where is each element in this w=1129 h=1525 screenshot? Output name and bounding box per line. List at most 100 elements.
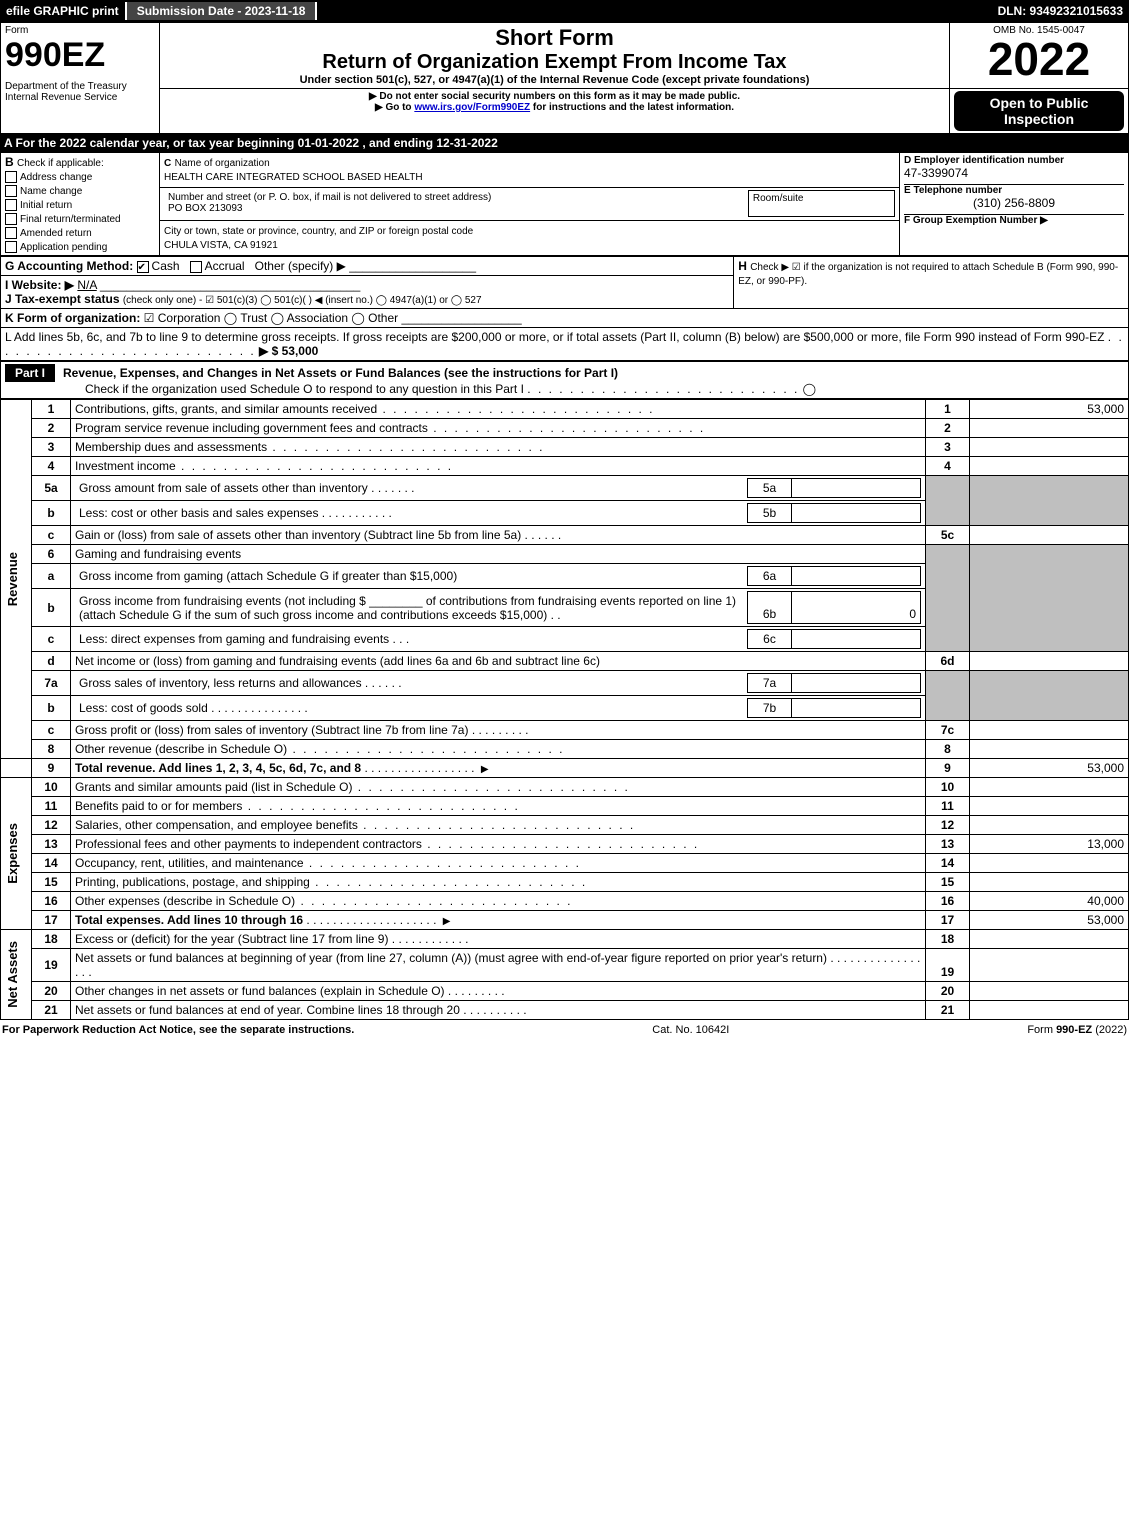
line-21-desc: Net assets or fund balances at end of ye…	[75, 1003, 460, 1017]
section-a-row: A For the 2022 calendar year, or tax yea…	[0, 134, 1129, 152]
line-14-rn: 14	[926, 854, 970, 873]
open-to-public: Open to Public Inspection	[954, 91, 1124, 131]
line-16-desc: Other expenses (describe in Schedule O)	[75, 894, 295, 908]
line-6d-val	[970, 652, 1129, 671]
line-16-rn: 16	[926, 892, 970, 911]
line-17-desc: Total expenses. Add lines 10 through 16	[75, 913, 303, 927]
initial-return-checkbox[interactable]	[5, 199, 17, 211]
efile-label: efile GRAPHIC print	[0, 2, 127, 20]
line-21-val	[970, 1001, 1129, 1020]
line-10-val	[970, 778, 1129, 797]
line-15-desc: Printing, publications, postage, and shi…	[75, 875, 310, 889]
line-14-val	[970, 854, 1129, 873]
telephone-value: (310) 256-8809	[904, 196, 1124, 210]
line-7a-subval	[792, 674, 921, 693]
line-9-desc: Total revenue. Add lines 1, 2, 3, 4, 5c,…	[75, 761, 361, 775]
section-h-label: H	[738, 259, 747, 273]
line-6c-desc: Less: direct expenses from gaming and fu…	[79, 632, 389, 646]
street-label: Number and street (or P. O. box, if mail…	[168, 192, 491, 203]
line-16-val: 40,000	[970, 892, 1129, 911]
line-6b-subn: 6b	[748, 592, 792, 624]
header-table: Form 990EZ Department of the Treasury In…	[0, 22, 1129, 134]
tax-year: 2022	[954, 36, 1124, 82]
line-18-desc: Excess or (deficit) for the year (Subtra…	[75, 932, 388, 946]
line-7a-num: 7a	[32, 671, 71, 696]
line-6c-subval	[792, 630, 921, 649]
line-6a-num: a	[32, 564, 71, 589]
section-j-text: (check only one) - ☑ 501(c)(3) ◯ 501(c)(…	[123, 295, 482, 306]
line-5c-val	[970, 526, 1129, 545]
line-19-val	[970, 949, 1129, 982]
line-6-num: 6	[32, 545, 71, 564]
line-20-desc: Other changes in net assets or fund bala…	[75, 984, 445, 998]
line-5a-num: 5a	[32, 476, 71, 501]
website-value: N/A	[77, 278, 96, 292]
line-7b-subval	[792, 699, 921, 718]
line-2-val	[970, 419, 1129, 438]
line-20-num: 20	[32, 982, 71, 1001]
dept-label: Department of the Treasury Internal Reve…	[5, 81, 155, 103]
city-label: City or town, state or province, country…	[164, 226, 473, 237]
line-6b-subval: 0	[792, 592, 921, 624]
netassets-section-label: Net Assets	[5, 937, 20, 1012]
section-c-label: C	[164, 158, 171, 169]
revenue-section-label: Revenue	[5, 548, 20, 610]
room-suite-label: Room/suite	[748, 190, 894, 216]
line-3-rn: 3	[926, 438, 970, 457]
section-l-amount: ▶ $ 53,000	[259, 344, 318, 358]
line-17-val: 53,000	[970, 911, 1129, 930]
line-1-val: 53,000	[970, 400, 1129, 419]
line-19-desc: Net assets or fund balances at beginning…	[75, 951, 827, 965]
form-number: 990EZ	[5, 36, 155, 75]
top-bar: efile GRAPHIC print Submission Date - 20…	[0, 0, 1129, 22]
line-16-num: 16	[32, 892, 71, 911]
line-13-num: 13	[32, 835, 71, 854]
part1-check-value: ◯	[803, 382, 816, 396]
line-5a-desc: Gross amount from sale of assets other t…	[79, 481, 368, 495]
application-pending-checkbox[interactable]	[5, 241, 17, 253]
line-9-num: 9	[32, 759, 71, 778]
section-f-label: F Group Exemption Number ▶	[904, 214, 1124, 226]
short-form-title: Short Form	[164, 25, 945, 51]
line-15-val	[970, 873, 1129, 892]
line-11-desc: Benefits paid to or for members	[75, 799, 242, 813]
name-change-checkbox[interactable]	[5, 185, 17, 197]
amended-return-checkbox[interactable]	[5, 227, 17, 239]
name-change-label: Name change	[20, 186, 82, 197]
part1-check-text: Check if the organization used Schedule …	[85, 382, 524, 396]
line-5c-num: c	[32, 526, 71, 545]
line-17-rn: 17	[926, 911, 970, 930]
line-4-num: 4	[32, 457, 71, 476]
address-change-label: Address change	[20, 172, 92, 183]
footer-right: Form 990-EZ (2022)	[1027, 1024, 1127, 1036]
org-name-label: Name of organization	[175, 158, 270, 169]
line-8-val	[970, 740, 1129, 759]
line-7c-desc: Gross profit or (loss) from sales of inv…	[75, 723, 468, 737]
expenses-section-label: Expenses	[5, 819, 20, 888]
address-change-checkbox[interactable]	[5, 171, 17, 183]
line-13-rn: 13	[926, 835, 970, 854]
goto-prefix: ▶ Go to	[375, 102, 414, 113]
line-4-rn: 4	[926, 457, 970, 476]
cash-label: Cash	[152, 259, 180, 273]
irs-link[interactable]: www.irs.gov/Form990EZ	[414, 102, 530, 113]
line-17-num: 17	[32, 911, 71, 930]
line-7b-subn: 7b	[748, 699, 792, 718]
line-8-num: 8	[32, 740, 71, 759]
line-5b-subval	[792, 504, 921, 523]
section-i-label: I Website: ▶	[5, 278, 74, 292]
do-not-enter: ▶ Do not enter social security numbers o…	[164, 91, 945, 102]
line-10-num: 10	[32, 778, 71, 797]
line-5c-desc: Gain or (loss) from sale of assets other…	[75, 528, 521, 542]
line-6d-rn: 6d	[926, 652, 970, 671]
final-return-checkbox[interactable]	[5, 213, 17, 225]
city-value: CHULA VISTA, CA 91921	[164, 240, 278, 251]
cash-checkbox[interactable]	[137, 261, 149, 273]
footer-mid: Cat. No. 10642I	[652, 1024, 729, 1036]
line-18-val	[970, 930, 1129, 949]
accrual-checkbox[interactable]	[190, 261, 202, 273]
org-name: HEALTH CARE INTEGRATED SCHOOL BASED HEAL…	[164, 172, 423, 183]
section-h-text: Check ▶ ☑ if the organization is not req…	[738, 262, 1118, 287]
line-18-num: 18	[32, 930, 71, 949]
line-12-desc: Salaries, other compensation, and employ…	[75, 818, 358, 832]
